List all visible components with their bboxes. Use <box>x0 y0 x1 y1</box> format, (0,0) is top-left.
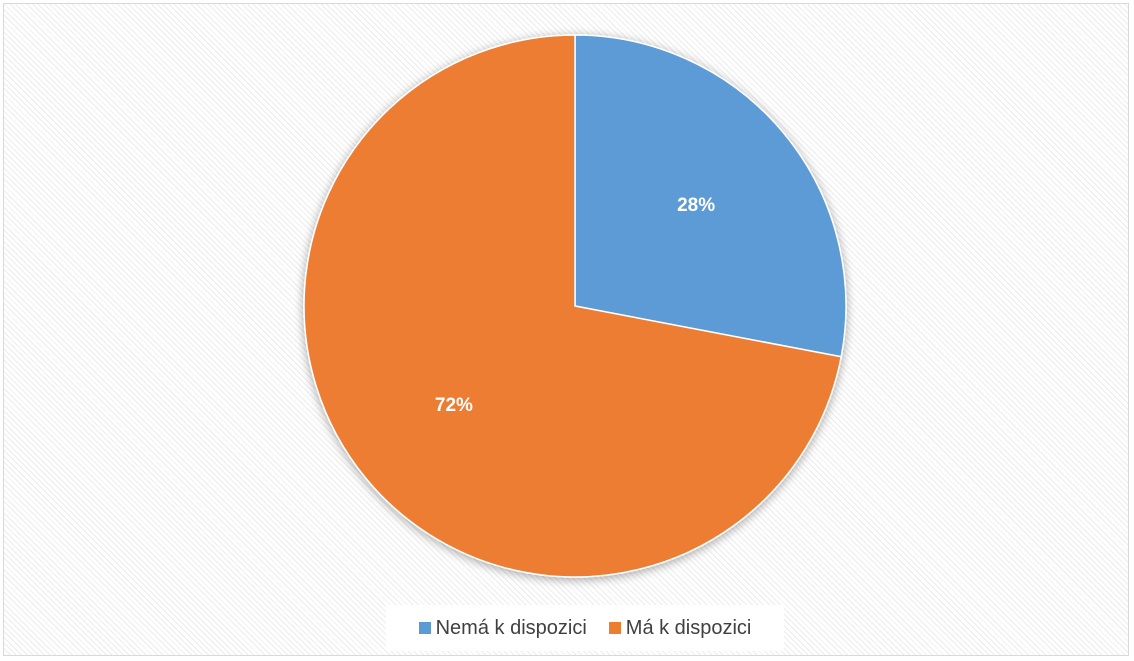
data-label-1: 28% <box>677 195 715 216</box>
legend-swatch-nema <box>419 622 431 634</box>
legend-item-ma[interactable]: Má k dispozici <box>609 617 752 640</box>
legend-swatch-ma <box>609 622 621 634</box>
legend-item-nema[interactable]: Nemá k dispozici <box>419 617 587 640</box>
legend-label-nema: Nemá k dispozici <box>436 617 587 640</box>
legend-label-ma: Má k dispozici <box>626 617 752 640</box>
chart-legend: Nemá k dispozici Má k dispozici <box>386 605 784 651</box>
data-label-2: 72% <box>435 395 473 416</box>
